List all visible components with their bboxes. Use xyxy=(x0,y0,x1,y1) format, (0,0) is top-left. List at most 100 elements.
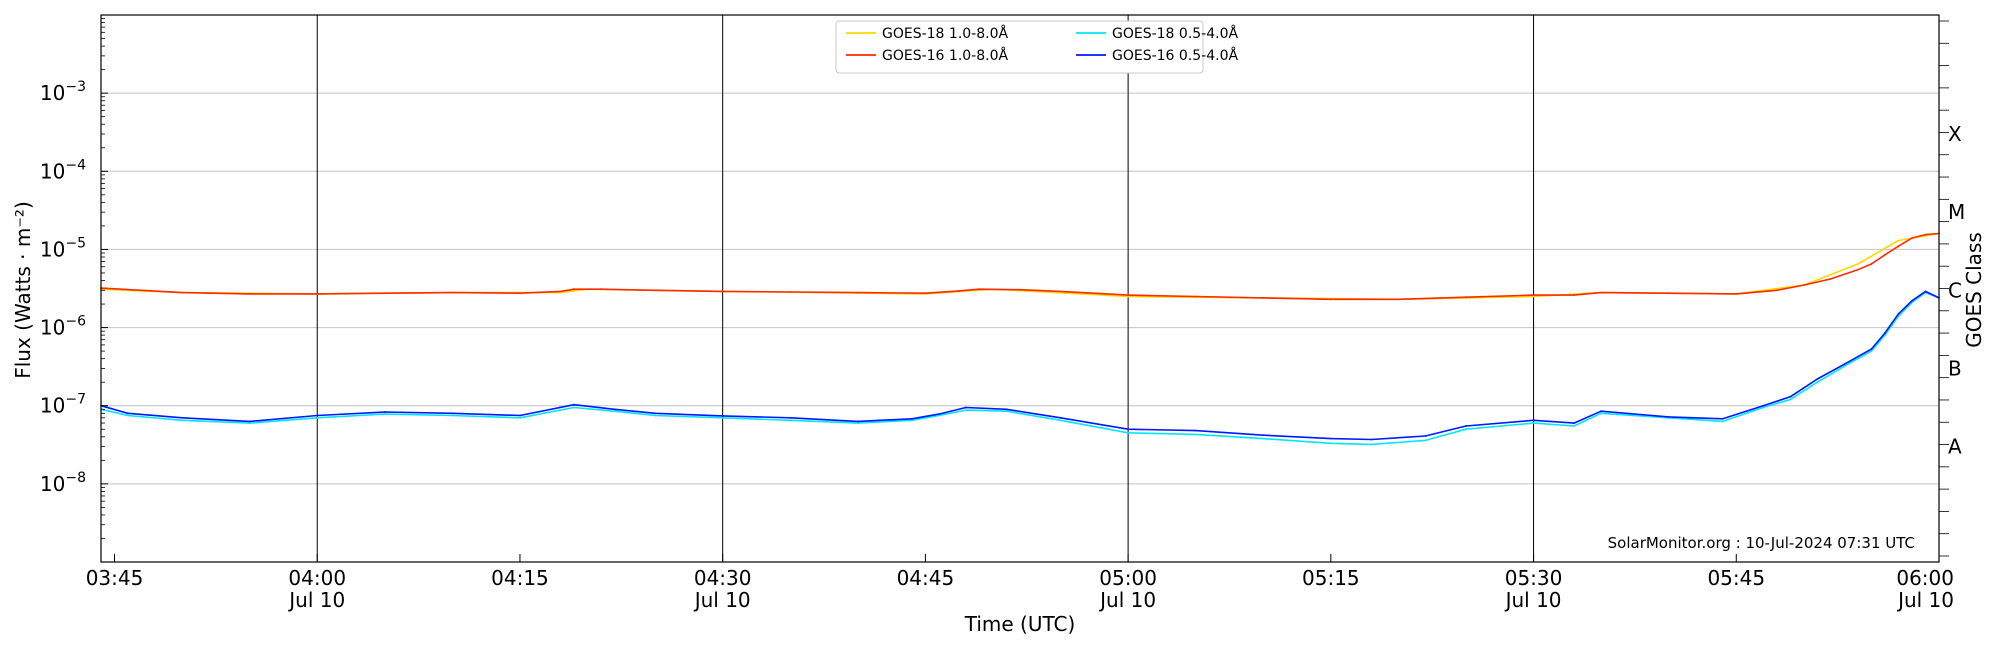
legend-label: GOES-16 0.5-4.0Å xyxy=(1112,47,1238,64)
data-point xyxy=(1573,425,1575,427)
data-point xyxy=(181,291,184,294)
data-point xyxy=(1789,395,1792,398)
legend: GOES-18 1.0-8.0Å GOES-16 1.0-8.0Å GOES-18 … xyxy=(835,20,1238,74)
data-point xyxy=(573,288,575,291)
data-point xyxy=(519,414,521,417)
data-point xyxy=(1329,437,1332,440)
data-point xyxy=(613,410,616,413)
data-point xyxy=(789,419,792,422)
x-tick-label: 04:00 xyxy=(288,566,346,590)
data-point xyxy=(1059,416,1062,419)
legend-box xyxy=(835,20,1204,74)
x-tick-label: 05:15 xyxy=(1302,566,1360,590)
data-point xyxy=(1721,417,1724,420)
goes-class-b: B xyxy=(1948,356,1962,380)
data-point xyxy=(856,420,859,423)
data-point xyxy=(789,416,792,419)
y-tick-label: 10−4 xyxy=(40,157,86,183)
data-point xyxy=(1600,291,1602,294)
data-point xyxy=(1194,429,1197,432)
data-point xyxy=(1424,435,1427,437)
x-tick-label: 05:30 xyxy=(1505,566,1563,590)
data-point xyxy=(951,290,954,293)
goes-class-a: A xyxy=(1948,435,1962,459)
y-tick-labels: 10−8 10−7 10−6 10−5 10−4 10−3 xyxy=(40,79,86,496)
data-point xyxy=(1721,420,1724,423)
goes-class-labels: A B C M X xyxy=(1948,122,1965,459)
data-point xyxy=(1897,312,1900,315)
data-point xyxy=(1843,363,1846,366)
data-point xyxy=(1532,294,1535,296)
data-point xyxy=(1870,348,1873,350)
data-point xyxy=(1884,332,1886,334)
x-tick-date: Jul 10 xyxy=(287,588,345,612)
data-point xyxy=(1775,289,1778,292)
legend-label: GOES-18 0.5-4.0Å xyxy=(1112,25,1238,42)
data-point xyxy=(1857,263,1859,265)
data-point xyxy=(924,292,927,295)
data-point xyxy=(316,416,319,419)
data-point xyxy=(978,288,981,291)
data-point xyxy=(316,293,319,295)
y-tick-label: 10−7 xyxy=(40,392,86,418)
data-point xyxy=(383,411,386,413)
data-point xyxy=(1573,422,1575,424)
data-point xyxy=(1573,294,1575,296)
data-point xyxy=(965,406,967,409)
data-point xyxy=(1735,293,1738,295)
data-point xyxy=(1262,437,1265,440)
data-point xyxy=(1667,292,1670,295)
data-point xyxy=(1897,245,1900,248)
data-point xyxy=(1803,284,1805,286)
y-tick-label: 10−5 xyxy=(40,235,86,261)
data-point xyxy=(1262,297,1265,299)
data-point xyxy=(248,293,251,295)
x-axis-title: Time (UTC) xyxy=(964,612,1076,636)
data-point xyxy=(1667,416,1670,418)
goes-class-m: M xyxy=(1948,200,1965,224)
data-point xyxy=(654,414,656,417)
data-point xyxy=(1843,365,1846,368)
data-point xyxy=(1884,254,1886,256)
data-point xyxy=(911,419,913,422)
data-point xyxy=(1465,296,1467,299)
x-tick-label: 04:30 xyxy=(694,566,752,590)
data-point xyxy=(181,416,184,419)
data-point xyxy=(856,422,859,424)
data-point xyxy=(127,412,129,415)
goes-class-c: C xyxy=(1948,278,1962,302)
data-point xyxy=(600,288,602,291)
data-point xyxy=(1127,295,1129,298)
data-point xyxy=(383,413,386,415)
data-point xyxy=(789,291,792,293)
data-point xyxy=(248,422,251,424)
right-axis-title: GOES Class xyxy=(1962,232,1986,348)
x-tick-date: Jul 10 xyxy=(1504,588,1562,612)
data-point xyxy=(1762,406,1765,409)
data-point xyxy=(1194,295,1197,298)
data-point xyxy=(1532,295,1535,298)
data-point xyxy=(1924,290,1927,293)
data-point xyxy=(181,419,184,422)
data-point xyxy=(1059,290,1062,293)
source-annotation: SolarMonitor.org : 10-Jul-2024 07:31 UTC xyxy=(1608,534,1915,552)
data-point xyxy=(383,292,386,295)
data-point xyxy=(1329,442,1332,445)
data-point xyxy=(248,420,251,423)
data-point xyxy=(1897,239,1900,242)
data-point xyxy=(1465,428,1467,431)
data-point xyxy=(316,414,319,417)
data-point xyxy=(1789,398,1792,401)
x-tick-label: 03:45 xyxy=(86,566,144,590)
y-axis-title: Flux (Watts · m⁻²) xyxy=(11,201,35,379)
legend-label: GOES-18 1.0-8.0Å xyxy=(882,25,1008,42)
y-tick-label: 10−8 xyxy=(40,470,86,496)
data-point xyxy=(856,291,859,294)
data-point xyxy=(451,291,454,294)
data-point xyxy=(1762,404,1765,407)
data-point xyxy=(1127,428,1129,431)
x-tick-label: 04:45 xyxy=(897,566,955,590)
goes-class-x: X xyxy=(1948,122,1962,146)
data-point xyxy=(1005,408,1008,411)
data-point xyxy=(1194,433,1197,436)
